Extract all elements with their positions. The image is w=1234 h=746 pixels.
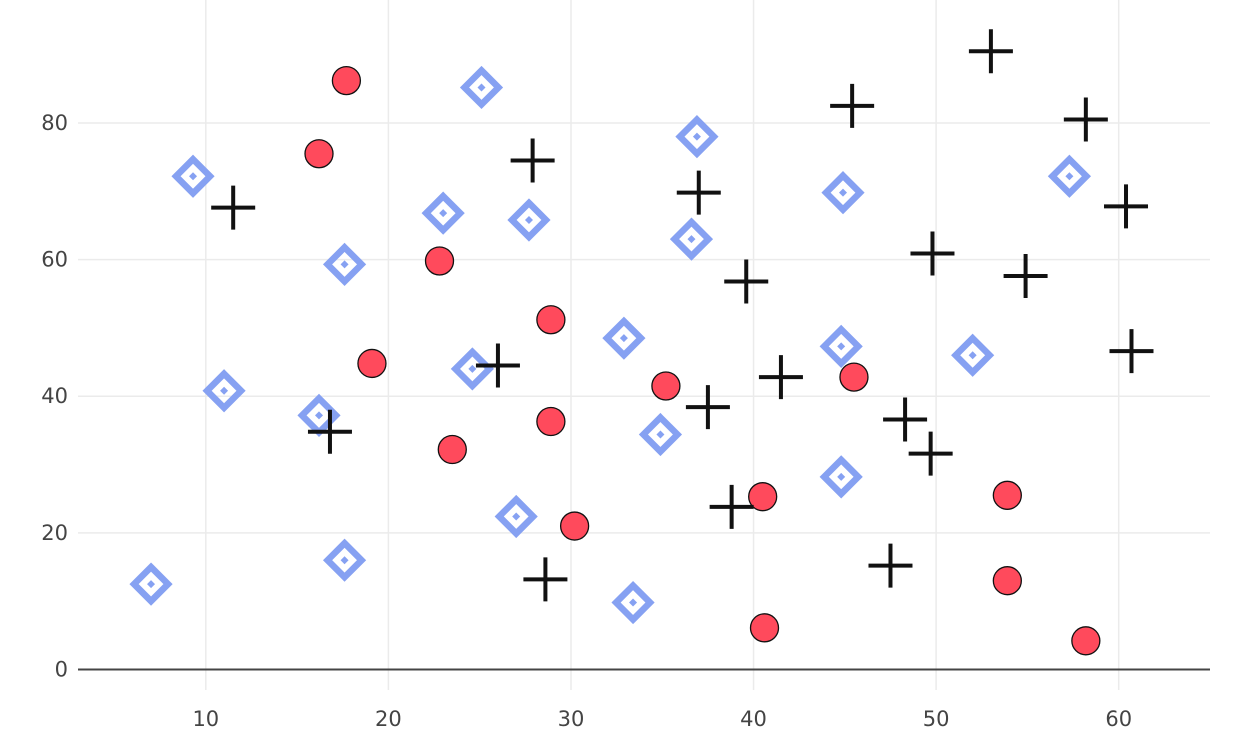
circle-point	[536, 305, 566, 335]
cross-point	[830, 83, 875, 128]
circle-point	[749, 613, 780, 643]
cross-point	[676, 170, 721, 215]
diamond-point	[611, 580, 655, 625]
diamond-point	[421, 191, 465, 235]
cross-point	[1104, 184, 1149, 229]
diamond-point	[129, 562, 173, 606]
circle-point	[357, 348, 387, 379]
grid-layer	[78, 0, 1210, 690]
cross-point	[908, 431, 953, 476]
diamond-point	[602, 316, 646, 360]
diamond-point	[819, 324, 863, 368]
series-2	[211, 29, 1154, 602]
cross-point	[883, 397, 928, 442]
cross-point	[724, 259, 769, 304]
cross-point	[211, 185, 256, 230]
series-1	[129, 65, 1092, 625]
diamond-point	[507, 198, 551, 242]
diamond-point	[1047, 154, 1092, 198]
y-tick-label: 80	[41, 111, 68, 135]
y-tick-label: 20	[41, 521, 68, 545]
series-0	[304, 65, 1101, 656]
circle-point	[536, 406, 566, 437]
diamond-point	[459, 65, 504, 110]
diamond-point	[494, 494, 538, 539]
circle-point	[839, 362, 869, 392]
circle-point	[424, 246, 455, 276]
y-tick-label: 0	[55, 658, 68, 682]
marks-layer	[129, 29, 1154, 656]
cross-point	[968, 29, 1013, 74]
x-tick-label: 60	[1105, 707, 1132, 731]
cross-point	[475, 343, 520, 388]
cross-point	[910, 231, 955, 276]
diamond-point	[669, 217, 714, 261]
diamond-point	[675, 115, 719, 159]
circle-point	[651, 371, 681, 401]
circle-point	[1071, 626, 1101, 656]
diamond-point	[171, 154, 215, 198]
y-tick-label: 60	[41, 248, 68, 272]
cross-point	[510, 138, 555, 183]
circle-point	[304, 139, 334, 169]
diamond-point	[819, 455, 863, 499]
x-tick-label: 50	[923, 707, 950, 731]
circle-point	[331, 65, 362, 96]
cross-point	[1109, 329, 1154, 374]
axis-layer: 10 20 30 40 50 60 0 20 40 60 80	[41, 111, 1132, 731]
x-tick-label: 30	[558, 707, 585, 731]
cross-point	[1003, 254, 1048, 298]
circle-point	[992, 480, 1022, 510]
cross-point	[868, 543, 913, 588]
x-tick-label: 40	[740, 707, 767, 731]
diamond-point	[638, 412, 683, 457]
diamond-point	[322, 242, 367, 286]
diamond-point	[821, 171, 865, 215]
x-tick-label: 20	[375, 707, 402, 731]
diamond-point	[322, 538, 367, 582]
cross-point	[1063, 97, 1108, 142]
diamond-point	[450, 347, 494, 391]
cross-point	[758, 355, 803, 400]
cross-point	[709, 484, 754, 529]
circle-point	[437, 434, 467, 465]
y-tick-label: 40	[41, 384, 68, 408]
cross-point	[685, 385, 730, 430]
circle-point	[559, 511, 590, 541]
diamond-point	[202, 369, 246, 413]
cross-point	[307, 409, 352, 454]
diamond-point	[951, 333, 995, 377]
circle-point	[992, 566, 1022, 596]
cross-point	[523, 557, 568, 602]
x-tick-label: 10	[192, 707, 219, 731]
circle-point	[748, 482, 778, 512]
